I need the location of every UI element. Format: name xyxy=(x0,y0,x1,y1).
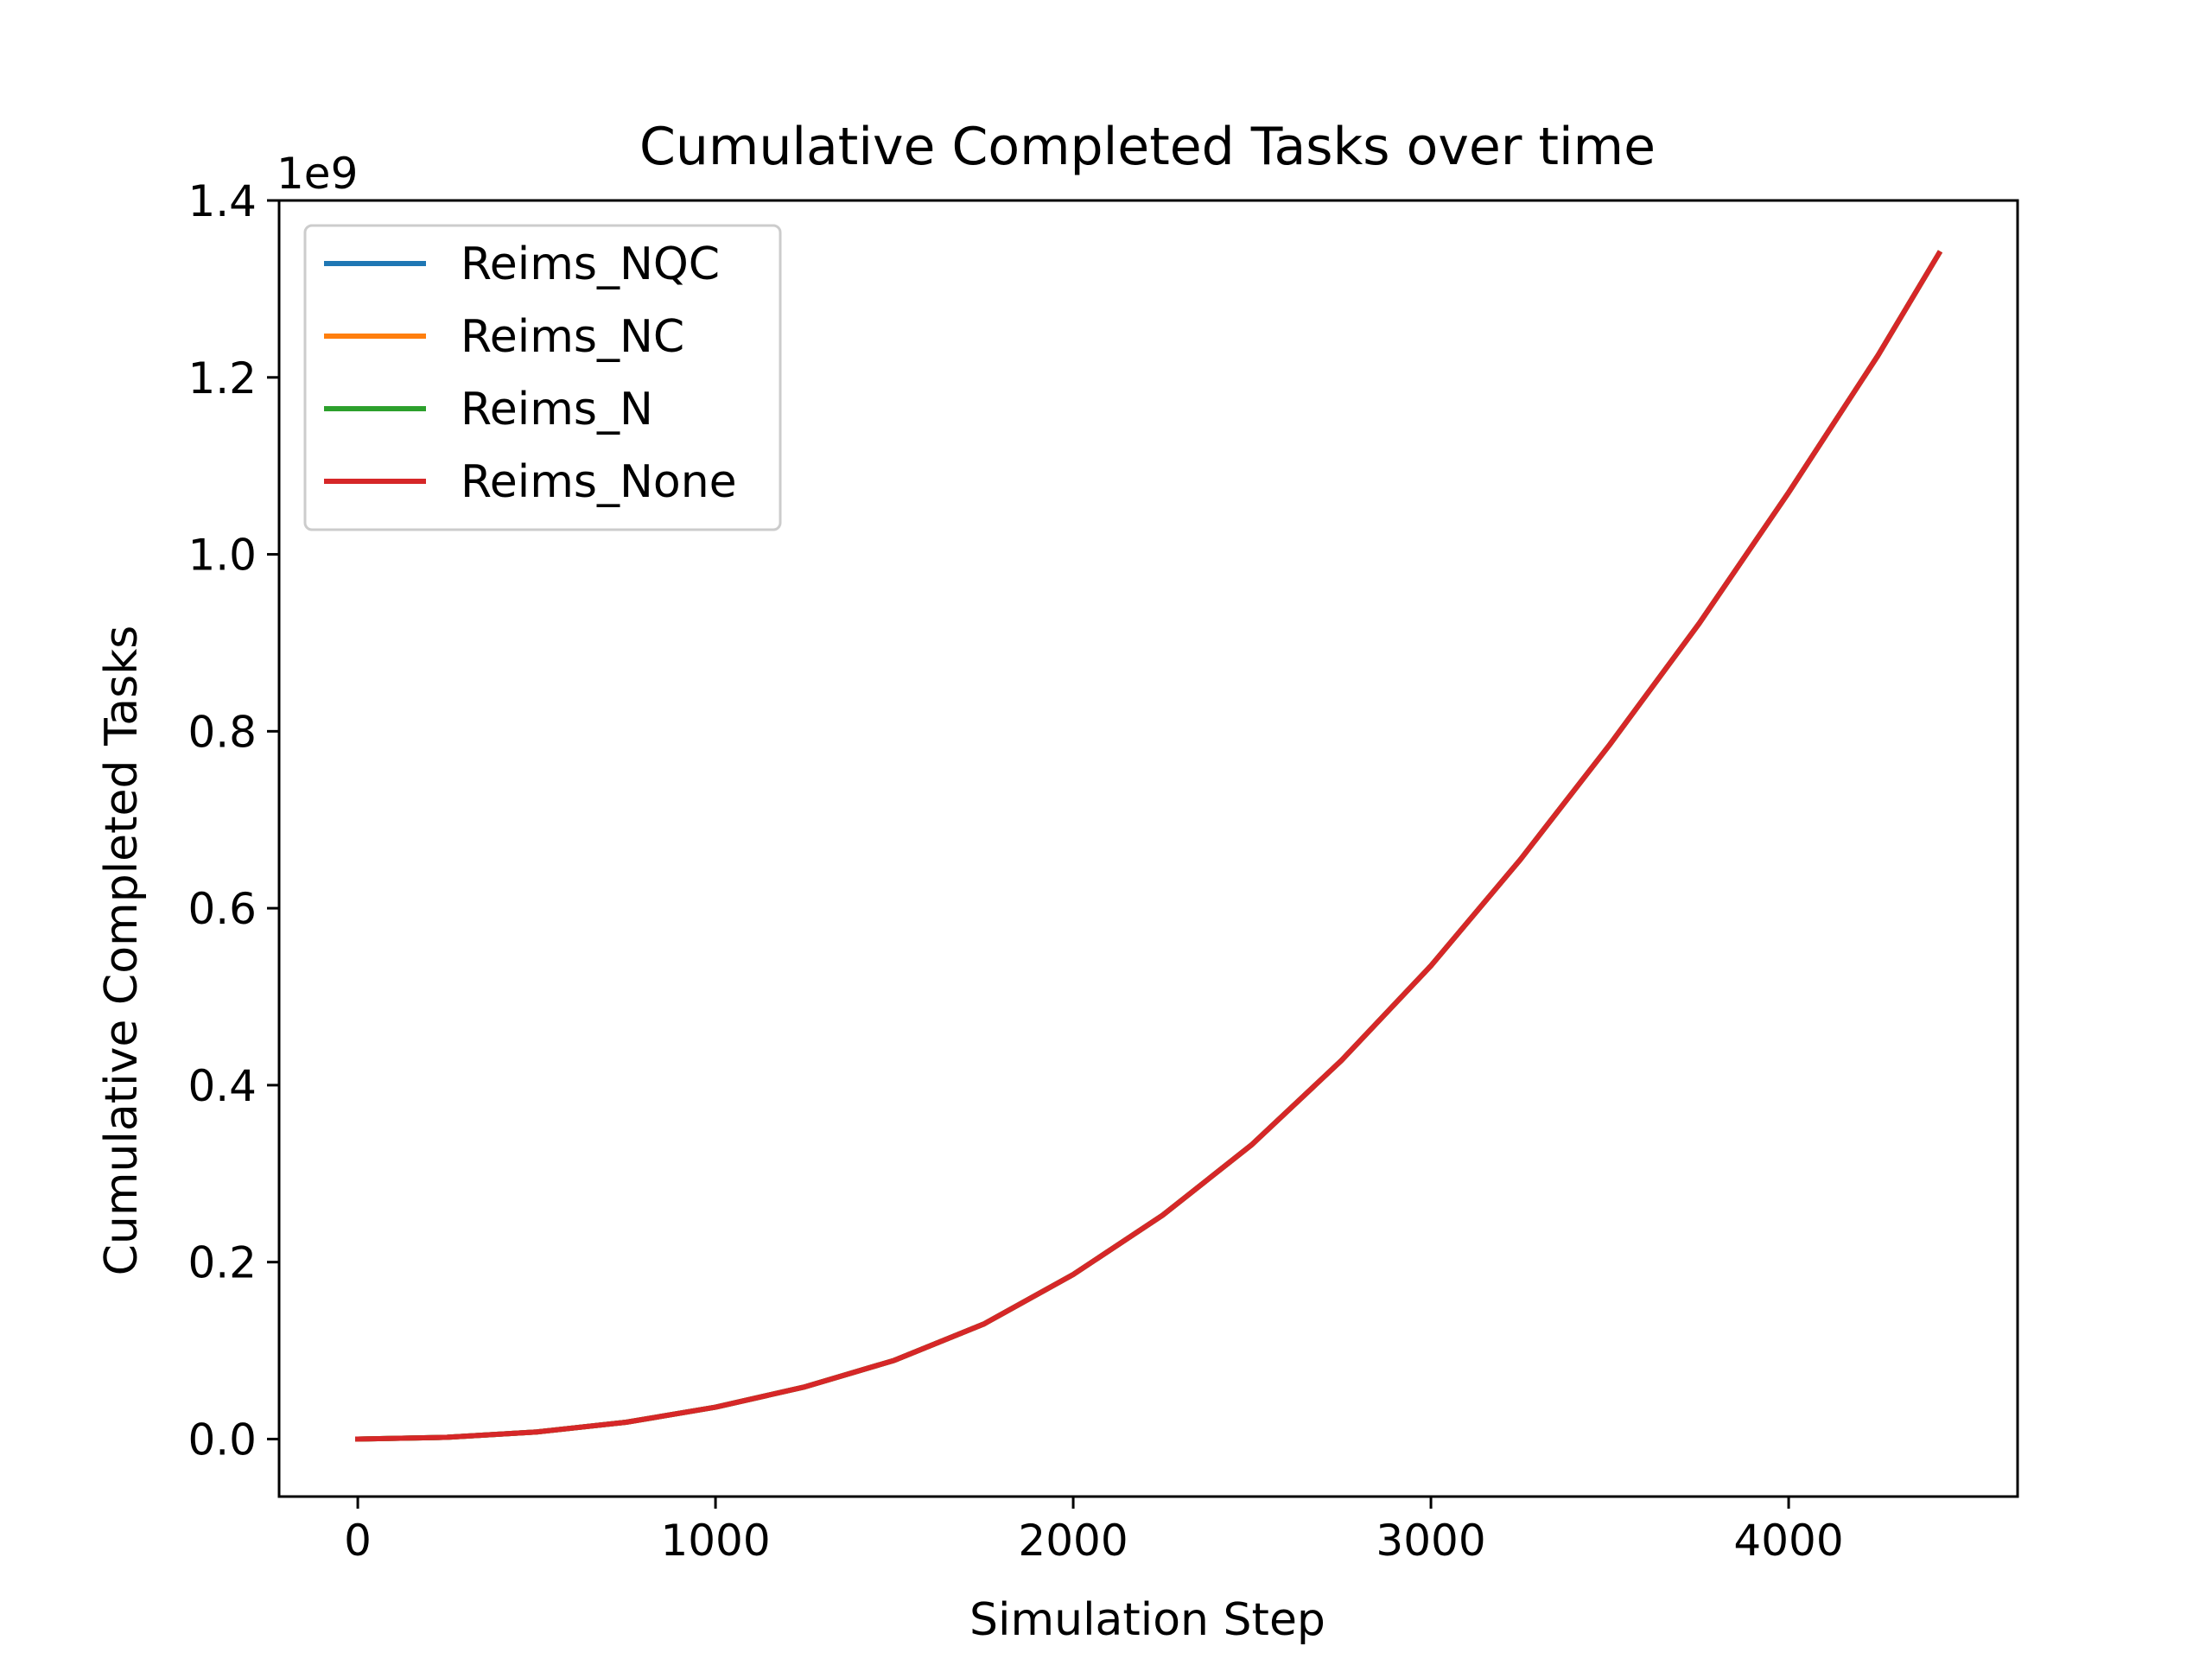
x-tick-label: 0 xyxy=(344,1516,372,1566)
y-tick-label: 1.0 xyxy=(188,531,257,581)
series-group xyxy=(355,250,1943,1442)
legend-box xyxy=(303,224,782,531)
x-tick-label: 2000 xyxy=(1018,1516,1128,1566)
legend-item: Reims_NQC xyxy=(324,238,720,290)
legend-item: Reims_NC xyxy=(324,311,684,363)
y-tick-label: 0.4 xyxy=(188,1061,257,1111)
series-line-reims-none xyxy=(355,250,1943,1442)
legend-label: Reims_NC xyxy=(461,311,684,363)
y-tick-label: 0.8 xyxy=(188,707,257,757)
legend-label: Reims_None xyxy=(461,456,737,508)
legend-label: Reims_NQC xyxy=(461,238,720,290)
y-tick-label: 0.6 xyxy=(188,884,257,934)
chart-title: Cumulative Completed Tasks over time xyxy=(639,117,1656,177)
y-axis-label: Cumulative Completed Tasks xyxy=(96,626,148,1276)
legend-label: Reims_N xyxy=(461,384,653,435)
x-axis-label: Simulation Step xyxy=(969,1594,1325,1646)
y-tick-label: 0.2 xyxy=(188,1238,257,1288)
x-axis-ticks: 0 1000 2000 3000 4000 xyxy=(344,1497,1844,1566)
legend-item: Reims_N xyxy=(324,384,653,435)
legend: Reims_NQC Reims_NC Reims_N Reims_None xyxy=(303,224,782,531)
x-tick-label: 4000 xyxy=(1733,1516,1843,1566)
y-axis-ticks: 0.0 0.2 0.4 0.6 0.8 1.0 1.2 1.4 xyxy=(188,176,279,1465)
y-offset-label: 1e9 xyxy=(276,149,358,199)
x-tick-label: 3000 xyxy=(1376,1516,1485,1566)
legend-item: Reims_None xyxy=(324,456,737,508)
y-tick-label: 1.2 xyxy=(188,353,257,404)
y-tick-label: 1.4 xyxy=(188,176,257,226)
x-tick-label: 1000 xyxy=(660,1516,770,1566)
y-tick-label: 0.0 xyxy=(188,1414,257,1465)
plot-area: 0 1000 2000 3000 4000 0.0 0.2 0.4 0.6 0.8 1.0 1.2 1.… xyxy=(188,176,2019,1566)
plot-frame xyxy=(277,199,2019,1498)
